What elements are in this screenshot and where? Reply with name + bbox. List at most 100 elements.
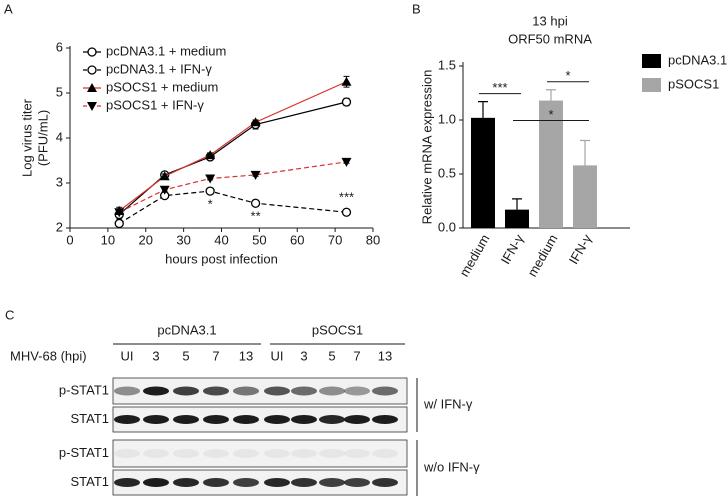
- bar: [573, 165, 597, 228]
- x-tick-label: IFN-γ: [566, 231, 595, 266]
- error-bar: [512, 198, 522, 210]
- panel-label: B: [412, 1, 421, 16]
- marker: [159, 185, 170, 195]
- blot-band: [319, 449, 345, 458]
- blot-band: [114, 478, 140, 487]
- error-bar: [478, 101, 488, 118]
- significance-label: *: [565, 68, 570, 83]
- marker: [87, 47, 97, 57]
- line: [118, 190, 347, 225]
- blot-band: [173, 386, 199, 396]
- x-tick-label: 50: [252, 232, 266, 247]
- marker: [114, 208, 125, 218]
- blot-band: [264, 386, 290, 396]
- lane-label: 13: [239, 348, 253, 363]
- blot-band: [291, 449, 317, 458]
- line: [118, 161, 347, 213]
- blot-band: [173, 478, 199, 487]
- blot-band: [143, 449, 169, 458]
- marker: [159, 171, 170, 181]
- y-tick-label: 2: [56, 219, 63, 234]
- y-tick-label: 6: [56, 39, 63, 54]
- blot-band: [344, 478, 370, 487]
- y-tick-label: 1.0: [438, 111, 456, 126]
- legend-swatch: [642, 54, 661, 68]
- blot-band: [264, 449, 290, 458]
- chart-title: 13 hpi: [532, 13, 568, 28]
- x-axis-label: hours post infection: [165, 251, 278, 266]
- bar: [539, 100, 563, 228]
- x-tick-label: 0: [66, 232, 73, 247]
- x-tick-label: 80: [366, 232, 380, 247]
- blot-band: [114, 415, 140, 424]
- lane-label: 3: [300, 348, 307, 363]
- condition-label: w/o IFN-γ: [423, 459, 480, 474]
- marker: [205, 174, 216, 184]
- x-tick-label: medium: [524, 232, 560, 280]
- y-tick-label: 3: [56, 174, 63, 189]
- legend-label: pcDNA3.1 + IFN-γ: [106, 61, 212, 76]
- blot-band: [319, 415, 345, 424]
- blot-band: [291, 415, 317, 424]
- blot-band: [344, 415, 370, 424]
- chart-title: ORF50 mRNA: [508, 31, 592, 46]
- x-tick-label: 70: [328, 232, 342, 247]
- blot-band: [143, 478, 169, 487]
- blot-band: [173, 415, 199, 424]
- blot-band: [143, 386, 169, 396]
- error-bar: [580, 139, 590, 166]
- panel-label: A: [4, 1, 13, 16]
- blot-band: [203, 478, 229, 487]
- blot-band: [372, 415, 398, 424]
- annotation: **: [251, 209, 261, 224]
- blot-band: [143, 415, 169, 424]
- marker: [250, 170, 261, 180]
- y-tick-label: 4: [56, 129, 63, 144]
- x-tick-label: 20: [139, 232, 153, 247]
- y-tick-label: 0.5: [438, 165, 456, 180]
- x-tick-label: 10: [101, 232, 115, 247]
- legend-label: pSOCS1 + IFN-γ: [106, 97, 204, 112]
- x-tick-label: 40: [214, 232, 228, 247]
- bar: [471, 117, 495, 228]
- y-axis-label: Relative mRNA expression: [419, 70, 434, 225]
- y-tick-label: 5: [56, 84, 63, 99]
- row-label: STAT1: [70, 474, 109, 489]
- lane-label: 7: [353, 348, 360, 363]
- blot-band: [264, 478, 290, 487]
- condition-label: w/ IFN-γ: [423, 396, 473, 411]
- group-label: pSOCS1: [312, 322, 363, 337]
- lane-label: UI: [121, 348, 134, 363]
- lane-label: UI: [271, 348, 284, 363]
- blot-band: [319, 386, 345, 396]
- panel-label: C: [5, 307, 14, 322]
- row-label: p-STAT1: [59, 382, 109, 397]
- blot-band: [344, 386, 370, 396]
- x-tick-label: 60: [290, 232, 304, 247]
- group-label: pcDNA3.1: [157, 322, 216, 337]
- blot-band: [319, 478, 345, 487]
- legend-label: pcDNA3.1: [668, 52, 727, 67]
- blot-band: [372, 386, 398, 396]
- blot-band: [233, 415, 259, 424]
- row-label: STAT1: [70, 411, 109, 426]
- lane-header: MHV-68 (hpi): [10, 348, 87, 363]
- legend-label: pSOCS1: [668, 76, 719, 91]
- blot-band: [344, 449, 370, 458]
- marker: [114, 218, 124, 229]
- blot-band: [203, 415, 229, 424]
- significance-label: *: [548, 107, 553, 122]
- blot-band: [291, 386, 317, 396]
- marker: [87, 83, 97, 92]
- lane-label: 5: [328, 348, 335, 363]
- marker: [250, 198, 261, 208]
- lane-label: 7: [212, 348, 219, 363]
- marker: [341, 157, 352, 167]
- annotation: *: [208, 197, 213, 212]
- bar: [505, 209, 529, 228]
- legend-label: pcDNA3.1 + medium: [106, 43, 226, 58]
- blot-band: [264, 415, 290, 424]
- marker: [341, 97, 352, 107]
